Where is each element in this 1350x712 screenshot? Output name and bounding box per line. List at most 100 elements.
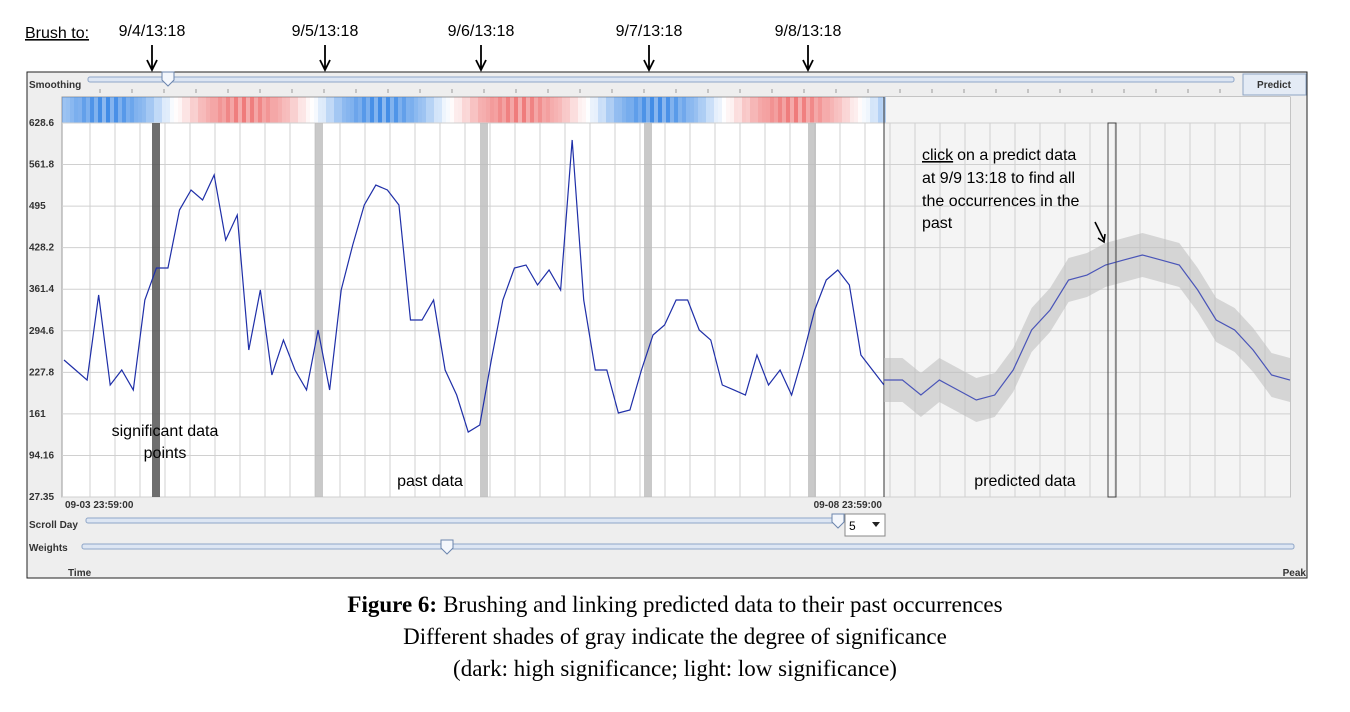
heat-cell bbox=[470, 97, 474, 123]
heat-cell bbox=[558, 97, 562, 123]
heat-cell bbox=[610, 97, 614, 123]
heat-cell bbox=[418, 97, 422, 123]
brush-time: 9/4/13:18 bbox=[119, 23, 186, 40]
heat-cell bbox=[314, 97, 318, 123]
selected-prediction[interactable] bbox=[1107, 122, 1117, 498]
weights-max: Peak bbox=[1283, 568, 1307, 579]
heat-cell bbox=[802, 97, 806, 123]
heat-cell bbox=[134, 97, 138, 123]
heat-cell bbox=[258, 97, 262, 123]
heat-cell bbox=[190, 97, 194, 123]
weights-track[interactable] bbox=[81, 543, 1295, 550]
heat-cell bbox=[370, 97, 374, 123]
annotation: past bbox=[922, 215, 953, 232]
heat-cell bbox=[350, 97, 354, 123]
heat-cell bbox=[474, 97, 478, 123]
series bbox=[63, 139, 1291, 433]
heat-cell bbox=[206, 97, 210, 123]
heat-cell bbox=[286, 97, 290, 123]
heat-cell bbox=[854, 97, 858, 123]
y-tick-label: 361.4 bbox=[29, 284, 54, 295]
heat-cell bbox=[794, 97, 798, 123]
heat-cell bbox=[798, 97, 802, 123]
heat-cell bbox=[98, 97, 102, 123]
caption-line: (dark: high significance; light: low sig… bbox=[453, 656, 897, 681]
heat-cell bbox=[394, 97, 398, 123]
smoothing-thumb[interactable] bbox=[161, 71, 175, 87]
scroll-day-thumb[interactable] bbox=[831, 513, 845, 529]
heat-cell bbox=[182, 97, 186, 123]
brush-times: 9/4/13:18 9/5/13:18 9/6/13:18 9/7/13:18 9/8/… bbox=[119, 23, 842, 73]
significance-band bbox=[644, 123, 652, 497]
heat-cell bbox=[618, 97, 622, 123]
heat-cell bbox=[158, 97, 162, 123]
weights-min: Time bbox=[68, 568, 92, 579]
predict-button[interactable] bbox=[1242, 73, 1307, 96]
heat-cell bbox=[642, 97, 646, 123]
heat-cell bbox=[342, 97, 346, 123]
significance-band bbox=[480, 123, 488, 497]
heat-cell bbox=[318, 97, 322, 123]
heat-cell bbox=[346, 97, 350, 123]
heat-cell bbox=[518, 97, 522, 123]
heat-cell bbox=[322, 97, 326, 123]
heat-cell bbox=[778, 97, 782, 123]
arrow bbox=[643, 45, 655, 73]
brush-time: 9/5/13:18 bbox=[292, 23, 359, 40]
significance-band bbox=[315, 123, 323, 497]
caption-figure: Figure 6: bbox=[347, 592, 437, 617]
heat-cell bbox=[262, 97, 266, 123]
heat-cell bbox=[822, 97, 826, 123]
heat-cell bbox=[702, 97, 706, 123]
heat-cell bbox=[538, 97, 542, 123]
annotation: the occurrences in the bbox=[922, 193, 1080, 210]
scroll-day-track[interactable] bbox=[85, 517, 843, 524]
scroll-day-select[interactable] bbox=[844, 513, 886, 537]
dropdown-arrow[interactable] bbox=[872, 522, 880, 527]
heat-cell bbox=[462, 97, 466, 123]
heat-cell bbox=[782, 97, 786, 123]
heat-cell bbox=[354, 97, 358, 123]
heat-cell bbox=[542, 97, 546, 123]
heat-cell bbox=[358, 97, 362, 123]
heat-cell bbox=[514, 97, 518, 123]
heat-cell bbox=[430, 97, 434, 123]
arrow bbox=[475, 45, 487, 73]
heat-cell bbox=[402, 97, 406, 123]
heat-cell bbox=[606, 97, 610, 123]
annotation-link: click bbox=[922, 147, 954, 164]
brush-time: 9/8/13:18 bbox=[775, 23, 842, 40]
heat-cell bbox=[246, 97, 250, 123]
heat-cell bbox=[602, 97, 606, 123]
heat-cell bbox=[546, 97, 550, 123]
smoothing-track[interactable] bbox=[87, 76, 1235, 83]
heat-cell bbox=[102, 97, 106, 123]
heat-cell bbox=[498, 97, 502, 123]
heat-cell bbox=[670, 97, 674, 123]
series-line bbox=[63, 139, 885, 433]
heat-cell bbox=[334, 97, 338, 123]
heat-cell bbox=[114, 97, 118, 123]
heat-cell bbox=[554, 97, 558, 123]
heat-cell bbox=[878, 97, 882, 123]
heat-cell bbox=[154, 97, 158, 123]
heat-cell bbox=[306, 97, 310, 123]
heat-cell bbox=[138, 97, 142, 123]
weights-thumb[interactable] bbox=[440, 539, 454, 555]
heat-cell bbox=[174, 97, 178, 123]
heat-cell bbox=[786, 97, 790, 123]
heat-cell bbox=[446, 97, 450, 123]
heat-cell bbox=[238, 97, 242, 123]
heat-cell bbox=[834, 97, 838, 123]
brush-time: 9/6/13:18 bbox=[448, 23, 515, 40]
heat-cell bbox=[90, 97, 94, 123]
heat-cell bbox=[758, 97, 762, 123]
heat-cell bbox=[770, 97, 774, 123]
heat-cell bbox=[506, 97, 510, 123]
heat-cell bbox=[846, 97, 850, 123]
annotation: points bbox=[144, 445, 187, 462]
heat-cell bbox=[242, 97, 246, 123]
y-tick-label: 27.35 bbox=[29, 492, 54, 503]
